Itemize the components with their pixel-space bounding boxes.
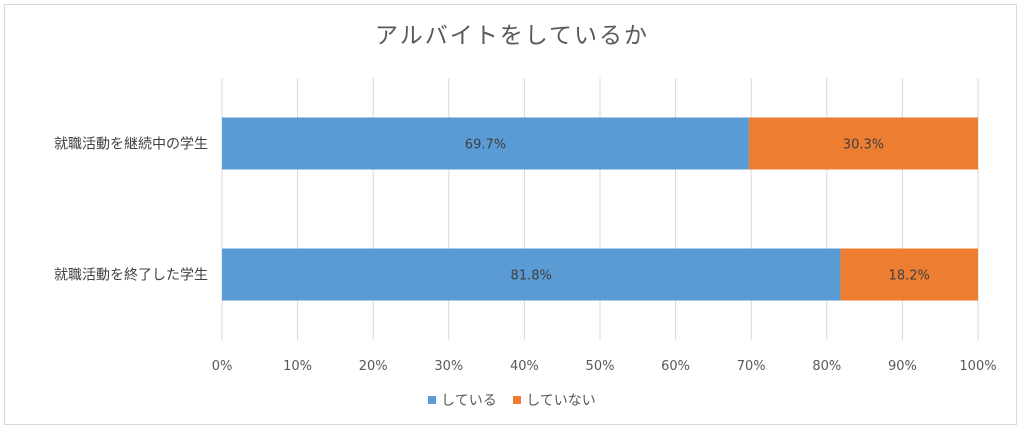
x-tick-label: 90% (888, 359, 917, 374)
chart-frame (4, 4, 1017, 425)
data-label: 69.7% (465, 138, 506, 153)
data-label: 18.2% (889, 269, 930, 284)
x-tick-label: 100% (959, 359, 996, 374)
legend-item-1: していない (513, 390, 596, 410)
x-tick-label: 40% (510, 359, 539, 374)
category-label: 就職活動を継続中の学生 (54, 136, 208, 153)
legend: している していない (0, 390, 1024, 410)
bar-segment (840, 248, 978, 301)
legend-swatch-0 (428, 396, 437, 404)
x-tick-label: 70% (737, 359, 766, 374)
x-tick-label: 80% (812, 359, 841, 374)
chart-title: アルバイトをしているか (374, 23, 650, 49)
x-tick-label: 10% (283, 359, 312, 374)
category-label: 就職活動を終了した学生 (54, 268, 208, 284)
legend-label-0: している (441, 393, 497, 409)
x-tick-label: 60% (661, 359, 690, 374)
legend-swatch-1 (513, 396, 522, 404)
legend-item-0: している (428, 390, 497, 410)
x-tick-label: 30% (434, 359, 463, 374)
bar-segment (222, 248, 841, 301)
x-tick-label: 20% (359, 359, 388, 374)
bar-segment (748, 117, 978, 170)
bar-segment (222, 117, 749, 170)
data-label: 81.8% (511, 269, 552, 284)
data-label: 30.3% (843, 138, 884, 153)
x-tick-label: 50% (586, 359, 615, 374)
legend-label-1: していない (526, 393, 596, 409)
x-tick-label: 0% (212, 359, 233, 374)
